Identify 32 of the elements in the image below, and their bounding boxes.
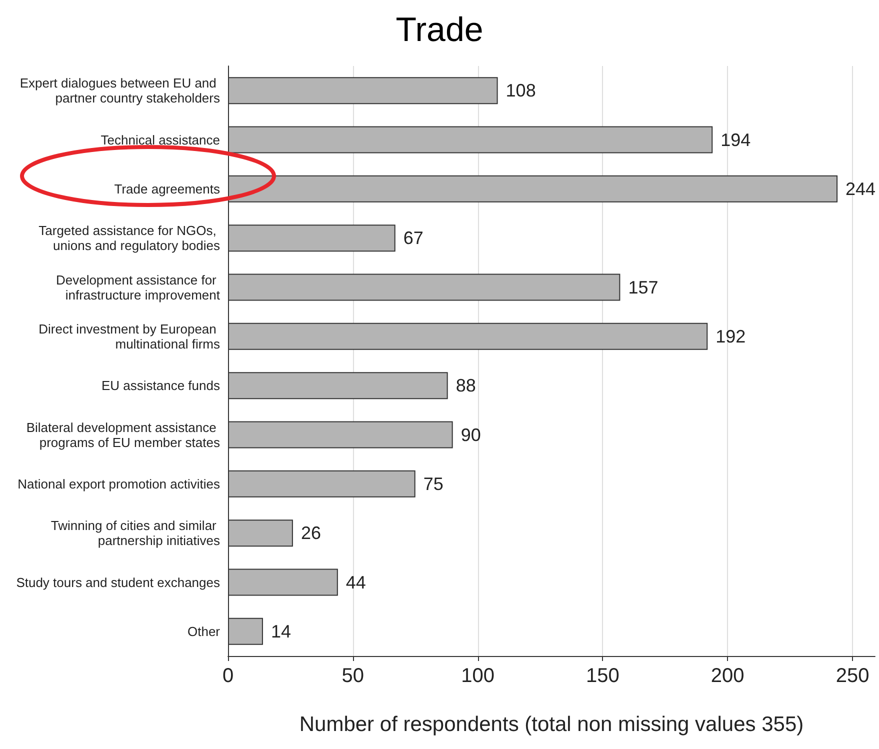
data-label: 26	[300, 523, 321, 544]
chart-title: Trade	[396, 11, 484, 49]
x-tick-label: 150	[586, 665, 620, 687]
x-tick-label: 200	[710, 665, 744, 687]
data-label: 108	[506, 80, 536, 101]
data-label: 90	[460, 424, 481, 445]
x-tick-label: 100	[461, 665, 494, 687]
y-tick-label: Bilateral development assistance programs of EU member states	[26, 420, 220, 450]
data-label: 88	[456, 376, 476, 396]
y-tick-label: Twinning of cities and similar partnership initiatives	[50, 518, 220, 548]
data-label: 157	[628, 277, 658, 298]
y-tick-label: Technical assistance	[100, 132, 220, 148]
data-label: 192	[716, 326, 746, 346]
x-tick-label: 50	[342, 665, 364, 687]
y-tick-label: Development assistance for infrastructure improvement	[56, 272, 220, 302]
data-label: 244	[846, 178, 876, 199]
y-tick-label: Direct investment by European multinational firms	[38, 321, 220, 352]
y-tick-label: Other	[187, 624, 221, 639]
y-tick-label: Trade agreements	[114, 181, 220, 196]
y-tick-label: Targeted assistance for NGOs, unions and regulatory bodies	[38, 223, 220, 254]
data-label: 14	[270, 621, 292, 642]
data-label: 67	[403, 228, 424, 248]
y-tick-label: EU assistance funds	[101, 378, 220, 394]
x-tick-label: 0	[222, 665, 234, 687]
x-axis-title: Number of respondents (total non missing values 355)	[299, 713, 804, 736]
data-label: 44	[346, 572, 366, 592]
data-label: 75	[423, 474, 444, 494]
data-label: 194	[720, 130, 751, 150]
x-tick-label: 250	[836, 665, 870, 687]
y-tick-label: Expert dialogues between EU and partner country stakeholders	[20, 76, 220, 106]
y-tick-label: Study tours and student exchanges	[16, 574, 220, 590]
y-tick-label: National export promotion activities	[18, 476, 220, 492]
